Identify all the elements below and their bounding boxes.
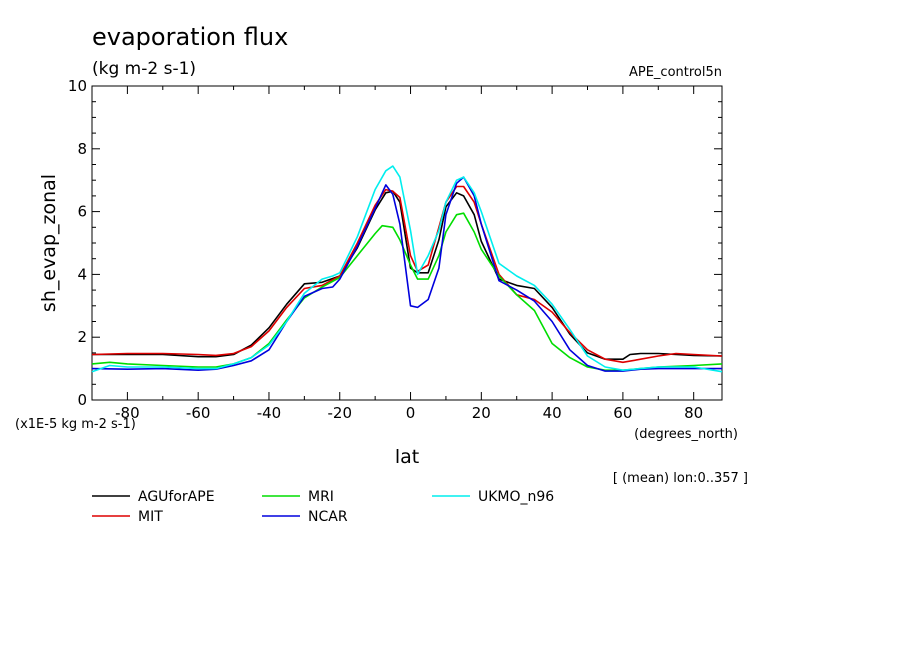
y-tick-label: 8 (77, 140, 87, 158)
y-axis-label: sh_evap_zonal (38, 174, 60, 312)
legend-label: UKMO_n96 (478, 489, 554, 505)
y-tick-label: 6 (77, 203, 87, 221)
y-scale-note: (x1E-5 kg m-2 s-1) (15, 417, 136, 432)
x-tick-label: 20 (472, 404, 491, 422)
y-tick-label: 2 (77, 328, 87, 346)
series-line-ncar (91, 176, 722, 372)
x-tick-label: 60 (613, 404, 632, 422)
y-tick-label: 10 (68, 77, 87, 95)
y-tick-label: 4 (77, 265, 87, 283)
x-tick-label: 0 (406, 404, 416, 422)
chart-title: evaporation flux (92, 23, 288, 51)
y-tick-labels: 0 2 4 6 8 10 (68, 77, 87, 409)
x-tick-label: -20 (328, 404, 353, 422)
averaging-note: [ (mean) lon:0..357 ] (613, 471, 748, 486)
chart-subtitle: (kg m-2 s-1) (92, 59, 196, 79)
y-tick-label: 0 (77, 391, 87, 409)
legend: AGUforAPE MIT MRI NCAR UKMO_n96 (92, 489, 554, 525)
legend-label: AGUforAPE (138, 489, 215, 505)
series-lines (91, 165, 723, 373)
x-tick-label: 80 (684, 404, 703, 422)
axis-ticks (91, 85, 722, 401)
x-axis-label: lat (395, 446, 419, 468)
series-line-aguforape (92, 190, 723, 361)
legend-label: MIT (138, 509, 163, 525)
legend-label: NCAR (308, 509, 348, 525)
x-units-label: (degrees_north) (634, 427, 738, 442)
series-line-mit (91, 185, 723, 364)
x-tick-label: -80 (115, 404, 140, 422)
series-line-ukmo-n96 (91, 165, 723, 373)
x-tick-label: 40 (543, 404, 562, 422)
x-tick-labels: -80 -60 -40 -20 0 20 40 60 80 (115, 404, 703, 422)
dataset-label: APE_control5n (629, 65, 722, 80)
legend-label: MRI (308, 489, 334, 505)
x-tick-label: -60 (186, 404, 211, 422)
x-tick-label: -40 (257, 404, 282, 422)
